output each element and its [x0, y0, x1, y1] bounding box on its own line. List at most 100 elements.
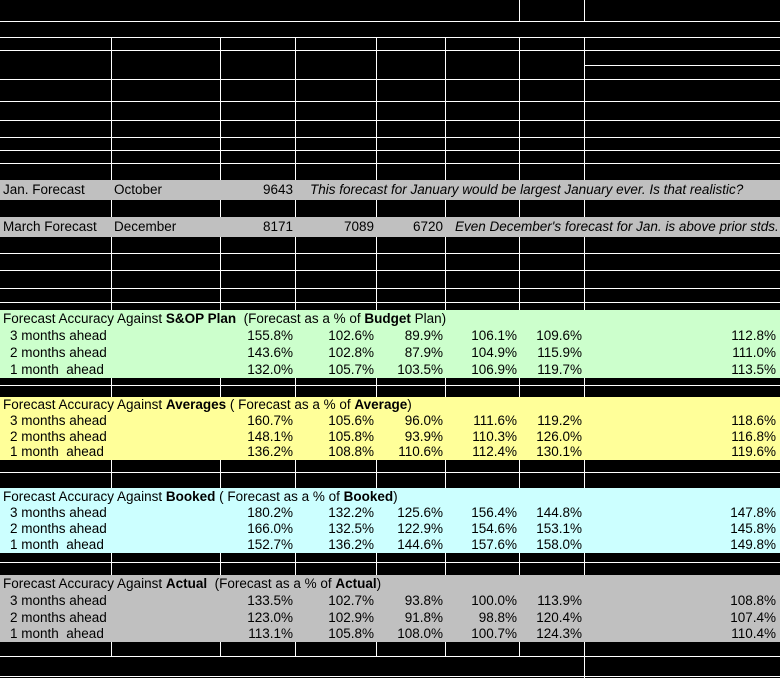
section-actual-value[interactable]: 100.0%: [471, 593, 517, 608]
section-sop-plan-value[interactable]: 112.8%: [731, 328, 776, 343]
section-averages-value[interactable]: 148.1%: [247, 429, 293, 444]
section-actual-value[interactable]: 102.9%: [328, 610, 374, 625]
section-booked-value[interactable]: 152.7%: [247, 537, 293, 552]
section-actual-value[interactable]: 91.8%: [404, 610, 443, 625]
section-actual-value[interactable]: 105.8%: [328, 626, 374, 641]
section-booked-value[interactable]: 149.8%: [730, 537, 776, 552]
section-booked-title[interactable]: Forecast Accuracy Against Booked ( Forec…: [3, 488, 398, 505]
section-booked-value[interactable]: 122.9%: [397, 521, 443, 536]
section-booked-value[interactable]: 154.6%: [471, 521, 517, 536]
section-booked-value[interactable]: 166.0%: [247, 521, 293, 536]
section-averages-title[interactable]: Forecast Accuracy Against Averages ( For…: [3, 397, 412, 413]
section-actual-value[interactable]: 133.5%: [247, 593, 293, 608]
section-sop-plan-row-label[interactable]: 2 months ahead: [10, 345, 107, 360]
section-booked-value[interactable]: 144.8%: [536, 505, 582, 520]
section-averages-row-label[interactable]: 3 months ahead: [10, 413, 107, 428]
cell-january-forecast-month[interactable]: October: [114, 182, 163, 197]
section-averages-row-label[interactable]: 1 month ahead: [10, 444, 104, 459]
gridline-horizontal: [0, 302, 780, 303]
section-sop-plan-value[interactable]: 155.8%: [247, 328, 293, 343]
section-actual-value[interactable]: 123.0%: [247, 610, 293, 625]
section-booked-value[interactable]: 145.8%: [730, 521, 776, 536]
gridline-vertical: [584, 642, 585, 656]
section-actual-value[interactable]: 120.4%: [536, 610, 582, 625]
section-sop-plan-value[interactable]: 103.5%: [397, 362, 443, 377]
section-averages-value[interactable]: 126.0%: [536, 429, 582, 444]
section-booked-row-label[interactable]: 1 month ahead: [10, 537, 104, 552]
section-sop-plan-value[interactable]: 111.0%: [732, 345, 776, 360]
section-actual-value[interactable]: 113.1%: [248, 626, 293, 641]
section-sop-plan-value[interactable]: 89.9%: [404, 328, 443, 343]
section-booked-value[interactable]: 156.4%: [471, 505, 517, 520]
section-actual-value[interactable]: 108.8%: [730, 593, 776, 608]
cell-january-forecast-comment[interactable]: This forecast for January would be large…: [310, 182, 744, 197]
section-averages-value[interactable]: 111.6%: [473, 413, 517, 428]
section-booked-value[interactable]: 158.0%: [536, 537, 582, 552]
section-averages-value[interactable]: 118.6%: [731, 413, 776, 428]
section-sop-plan-value[interactable]: 102.8%: [328, 345, 374, 360]
section-sop-plan-value[interactable]: 102.6%: [328, 328, 374, 343]
section-booked-value[interactable]: 157.6%: [471, 537, 517, 552]
section-averages-value[interactable]: 108.8%: [328, 444, 374, 459]
section-sop-plan-value[interactable]: 109.6%: [536, 328, 582, 343]
section-sop-plan-value[interactable]: 115.9%: [537, 345, 582, 360]
section-actual-title[interactable]: Forecast Accuracy Against Actual (Foreca…: [3, 575, 381, 592]
section-averages-value[interactable]: 130.1%: [536, 444, 582, 459]
section-actual-value[interactable]: 113.9%: [537, 593, 582, 608]
section-booked-value[interactable]: 180.2%: [247, 505, 293, 520]
section-sop-plan-value[interactable]: 104.9%: [471, 345, 517, 360]
section-averages-value[interactable]: 116.8%: [731, 429, 776, 444]
section-sop-plan-value[interactable]: 106.1%: [471, 328, 517, 343]
section-actual-value[interactable]: 93.8%: [404, 593, 443, 608]
section-averages-value[interactable]: 119.2%: [537, 413, 582, 428]
section-averages-value[interactable]: 136.2%: [247, 444, 293, 459]
cell-march-forecast-comment[interactable]: Even December's forecast for Jan. is abo…: [455, 219, 779, 234]
section-sop-plan-value[interactable]: 113.5%: [731, 362, 776, 377]
section-sop-plan-value[interactable]: 143.6%: [247, 345, 293, 360]
section-booked-value[interactable]: 125.6%: [397, 505, 443, 520]
section-actual-value[interactable]: 107.4%: [730, 610, 776, 625]
section-averages-row-label[interactable]: 2 months ahead: [10, 429, 107, 444]
section-booked-value[interactable]: 136.2%: [328, 537, 374, 552]
cell-march-forecast-value[interactable]: 7089: [343, 219, 374, 234]
section-sop-plan-value[interactable]: 105.7%: [328, 362, 374, 377]
section-averages-value[interactable]: 105.8%: [328, 429, 374, 444]
cell-march-forecast-label[interactable]: March Forecast: [3, 219, 97, 234]
section-averages-value[interactable]: 96.0%: [404, 413, 443, 428]
section-actual-row-label[interactable]: 1 month ahead: [10, 626, 104, 641]
section-actual-value[interactable]: 110.4%: [731, 626, 776, 641]
section-booked-value[interactable]: 132.2%: [328, 505, 374, 520]
section-averages-value[interactable]: 93.9%: [404, 429, 443, 444]
section-booked-value[interactable]: 147.8%: [730, 505, 776, 520]
cell-march-forecast-value[interactable]: 8171: [262, 219, 293, 234]
section-sop-plan-row-label[interactable]: 3 months ahead: [10, 328, 107, 343]
section-actual-row-label[interactable]: 2 months ahead: [10, 610, 107, 625]
section-averages-value[interactable]: 119.6%: [731, 444, 776, 459]
section-sop-plan-value[interactable]: 132.0%: [247, 362, 293, 377]
section-booked-value[interactable]: 153.1%: [536, 521, 582, 536]
section-actual-value[interactable]: 98.8%: [478, 610, 517, 625]
section-actual-value[interactable]: 124.3%: [536, 626, 582, 641]
cell-march-forecast-value[interactable]: 6720: [412, 219, 443, 234]
section-averages-value[interactable]: 112.4%: [472, 444, 517, 459]
section-sop-plan-value[interactable]: 87.9%: [404, 345, 443, 360]
section-averages-value[interactable]: 160.7%: [247, 413, 293, 428]
cell-march-forecast-month[interactable]: December: [114, 219, 177, 234]
section-averages-value[interactable]: 105.6%: [328, 413, 374, 428]
section-actual-value[interactable]: 102.7%: [328, 593, 374, 608]
section-booked-value[interactable]: 132.5%: [328, 521, 374, 536]
section-actual-row-label[interactable]: 3 months ahead: [10, 593, 107, 608]
section-booked-row-label[interactable]: 3 months ahead: [10, 505, 107, 520]
section-actual-value[interactable]: 108.0%: [397, 626, 443, 641]
section-actual-value[interactable]: 100.7%: [471, 626, 517, 641]
section-sop-plan-value[interactable]: 106.9%: [471, 362, 517, 377]
section-averages-value[interactable]: 110.3%: [472, 429, 517, 444]
section-booked-value[interactable]: 144.6%: [397, 537, 443, 552]
cell-january-forecast-value[interactable]: 9643: [262, 182, 293, 197]
cell-january-forecast-label[interactable]: Jan. Forecast: [3, 182, 85, 197]
section-sop-plan-row-label[interactable]: 1 month ahead: [10, 362, 104, 377]
section-sop-plan-value[interactable]: 119.7%: [537, 362, 582, 377]
section-booked-row-label[interactable]: 2 months ahead: [10, 521, 107, 536]
section-averages-value[interactable]: 110.6%: [398, 444, 443, 459]
section-sop-plan-title[interactable]: Forecast Accuracy Against S&OP Plan (For…: [3, 310, 446, 327]
